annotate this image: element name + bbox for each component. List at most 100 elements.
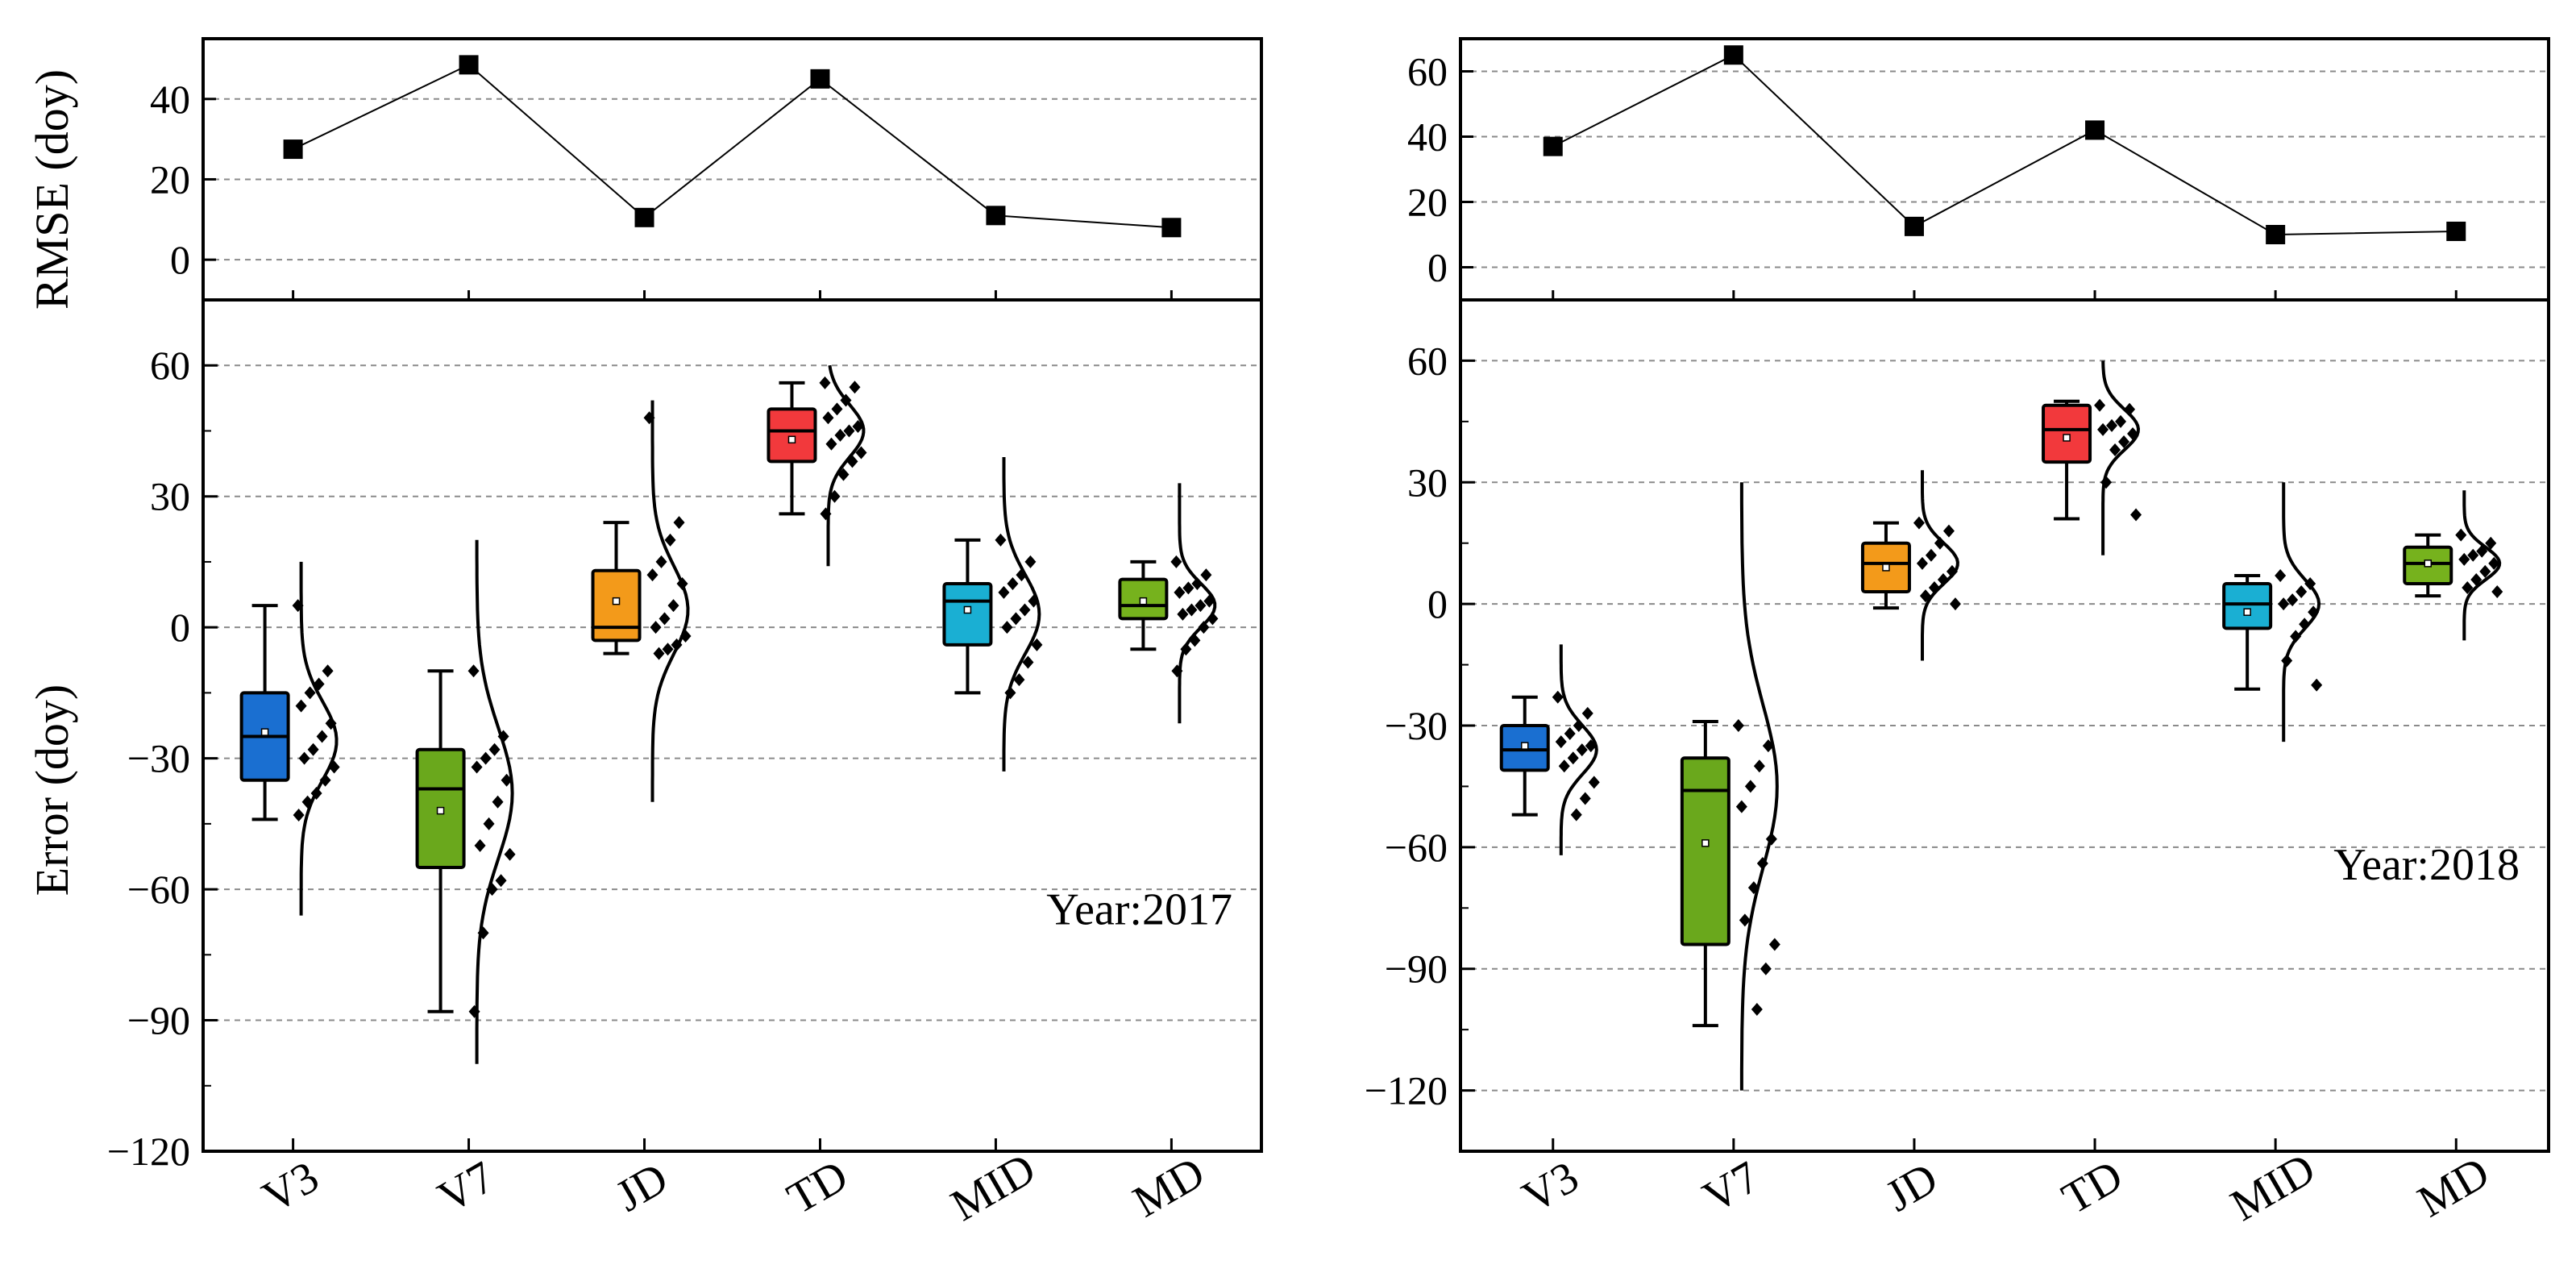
data-point: [1913, 516, 1925, 530]
rmse-ytick-label: 20: [1407, 180, 1448, 225]
rmse-point-td: [810, 69, 830, 89]
data-point: [1024, 555, 1037, 568]
error-ytick-label: −60: [127, 867, 190, 912]
panel-2018: 0 20 40 60 60 30 0 −30 −60 −90 −120 V3 V7 JD TD MID MD Ye…: [1365, 37, 2550, 1231]
box-mean-marker: [2063, 434, 2071, 442]
box-mid: [942, 457, 1043, 772]
data-point: [1942, 524, 1955, 538]
rmse-series-line: [293, 64, 1172, 229]
data-point: [1019, 603, 1031, 617]
data-point: [2275, 568, 2287, 582]
data-point: [653, 647, 665, 660]
data-point: [1768, 938, 1780, 951]
rmse-ytick-label: 60: [1407, 49, 1448, 94]
data-point: [1200, 568, 1212, 582]
box-body: [1680, 756, 1730, 946]
data-point: [322, 664, 334, 678]
data-point: [2455, 528, 2467, 542]
box-body: [591, 568, 642, 643]
rmse-point-mid: [2266, 225, 2286, 244]
data-point: [2130, 508, 2142, 522]
data-point: [504, 847, 516, 861]
data-point: [2278, 597, 2290, 611]
box-v3: [1499, 644, 1600, 855]
data-point: [1007, 577, 1019, 590]
error-ytick-label: −30: [127, 736, 190, 781]
box-body: [767, 407, 817, 464]
data-point: [2485, 536, 2497, 550]
data-point: [2290, 630, 2302, 643]
data-point: [304, 686, 316, 700]
box-mean-marker: [1521, 742, 1529, 750]
error-frame: [1459, 298, 2550, 1153]
distribution-curve: [2462, 490, 2502, 641]
data-point: [1570, 808, 1582, 822]
box-mean-marker: [2424, 559, 2432, 568]
data-point: [2118, 435, 2130, 448]
data-point: [849, 381, 861, 394]
data-point: [1558, 759, 1570, 773]
box-body: [2222, 582, 2273, 630]
rmse-point-jd: [634, 207, 654, 227]
data-point: [483, 817, 495, 830]
error-ytick-label: −120: [1365, 1068, 1448, 1113]
data-point: [2311, 678, 2323, 692]
data-point: [471, 760, 483, 774]
distribution-curve: [1559, 644, 1598, 855]
rmse-point-v7: [1723, 45, 1743, 65]
data-point: [1010, 612, 1022, 626]
data-point: [2106, 418, 2118, 432]
distribution-curve: [475, 539, 514, 1064]
data-point: [495, 874, 507, 888]
box-v3: [239, 561, 340, 916]
data-point: [1744, 780, 1756, 793]
distribution-curve: [299, 561, 339, 916]
data-point: [2462, 581, 2474, 595]
data-point: [298, 751, 310, 765]
distribution-curve: [1921, 470, 1959, 661]
box-mean-marker: [787, 435, 796, 444]
box-v7: [1680, 482, 1780, 1091]
box-mid: [2222, 482, 2323, 742]
data-point: [492, 795, 504, 809]
data-point: [2488, 556, 2500, 570]
data-point: [1198, 621, 1210, 634]
box-td: [2042, 360, 2142, 555]
data-point: [1925, 548, 1937, 562]
box-mean-marker: [1701, 839, 1710, 847]
data-point: [662, 643, 674, 656]
data-point: [1735, 800, 1747, 813]
x-category-label-v3: V3: [1514, 1152, 1587, 1223]
box-body: [2042, 403, 2092, 464]
box-td: [767, 364, 867, 567]
data-point: [1916, 556, 1928, 570]
data-point: [480, 751, 492, 765]
data-point: [1751, 1003, 1763, 1016]
data-point: [1732, 719, 1744, 732]
data-point: [834, 428, 846, 442]
rmse-ytick-label: 20: [150, 156, 190, 202]
data-point: [1567, 751, 1579, 765]
data-point: [1934, 536, 1946, 550]
box-mean-marker: [2243, 608, 2251, 616]
error-frame: [202, 298, 1263, 1153]
data-point: [1195, 599, 1207, 613]
data-point: [1588, 776, 1600, 789]
error-ytick-label: 0: [170, 605, 190, 650]
distribution-curve: [650, 400, 690, 802]
data-point: [1186, 603, 1198, 617]
rmse-point-mid: [986, 206, 1006, 226]
data-point: [2109, 443, 2121, 457]
data-point: [501, 773, 513, 787]
error-ytick-label: 30: [1407, 460, 1448, 505]
rmse-axis-title: RMSE (doy): [26, 69, 78, 310]
rmse-frame: [1459, 37, 2550, 302]
data-point: [2296, 585, 2308, 599]
error-axis-title: Error (doy): [26, 684, 78, 896]
data-point: [659, 612, 671, 626]
data-point: [474, 838, 486, 852]
year-annotation: Year:2018: [2333, 840, 2520, 890]
panel-2017: 0 20 40 60 30 0 −30 −60 −90 −120 V3 V7 JD TD MID MD Year…: [107, 37, 1263, 1231]
distribution-curve: [2101, 360, 2141, 555]
data-point: [673, 516, 685, 530]
